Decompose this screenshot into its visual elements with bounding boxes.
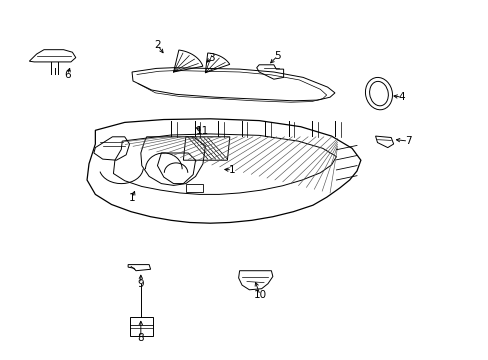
Text: 10: 10 bbox=[253, 290, 266, 300]
Text: 1: 1 bbox=[228, 165, 235, 175]
Text: 9: 9 bbox=[137, 279, 144, 289]
Text: 7: 7 bbox=[404, 136, 411, 146]
Text: 8: 8 bbox=[137, 333, 144, 343]
Text: 4: 4 bbox=[398, 92, 405, 102]
Text: 3: 3 bbox=[207, 53, 214, 63]
Text: 2: 2 bbox=[154, 40, 161, 50]
Text: 6: 6 bbox=[64, 70, 71, 80]
Text: 5: 5 bbox=[274, 51, 281, 61]
Text: 1: 1 bbox=[128, 193, 135, 203]
Text: 11: 11 bbox=[196, 126, 209, 136]
